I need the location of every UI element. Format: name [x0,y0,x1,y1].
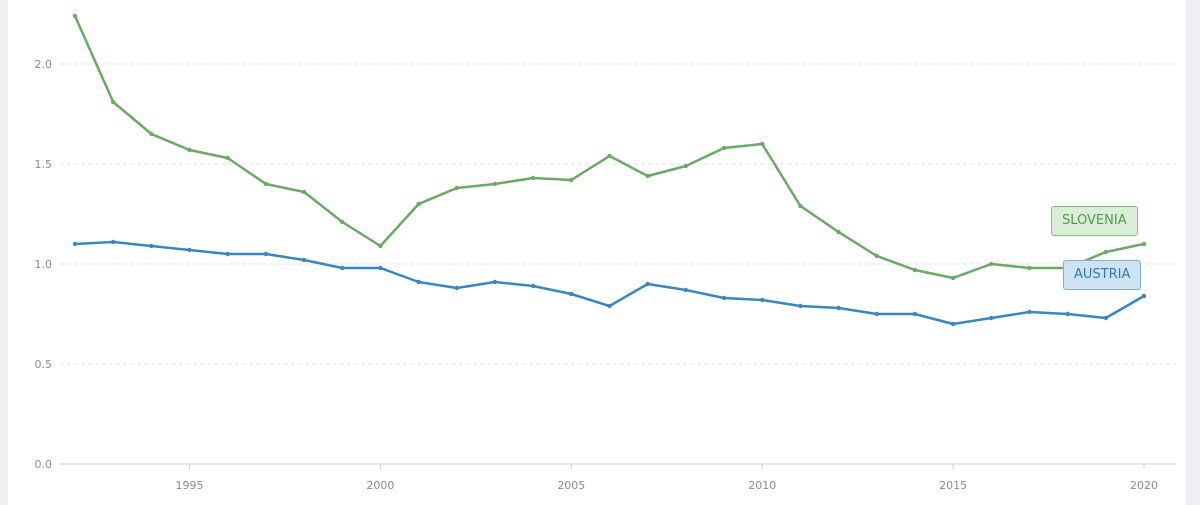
data-point-austria[interactable] [110,239,116,245]
data-point-austria[interactable] [760,297,765,303]
data-point-slovenia[interactable] [912,267,918,273]
data-point-slovenia[interactable] [1103,249,1109,255]
data-point-slovenia[interactable] [874,253,879,259]
data-point-austria[interactable] [340,265,345,271]
data-point-austria[interactable] [187,247,192,253]
grid-layer [60,63,1176,365]
data-point-austria[interactable] [530,283,536,289]
data-point-slovenia[interactable] [645,173,650,179]
data-point-austria[interactable] [836,305,841,311]
x-tick-label: 1995 [176,479,204,492]
data-point-austria[interactable] [301,257,307,263]
data-point-slovenia[interactable] [1027,265,1032,271]
data-point-slovenia[interactable] [607,153,612,159]
data-point-austria[interactable] [1141,293,1147,299]
data-point-slovenia[interactable] [989,261,994,267]
data-point-slovenia[interactable] [301,189,307,195]
data-point-austria[interactable] [569,291,574,297]
data-point-slovenia[interactable] [110,99,116,105]
data-point-austria[interactable] [989,315,994,321]
data-point-austria[interactable] [1065,311,1070,317]
data-point-slovenia[interactable] [378,243,383,249]
data-point-slovenia[interactable] [492,181,498,187]
x-tick-label: 2005 [557,479,585,492]
data-point-austria[interactable] [1027,309,1032,315]
legend-austria[interactable]: AUSTRIA [1063,260,1142,290]
data-point-austria[interactable] [263,251,269,257]
data-point-slovenia[interactable] [340,219,345,225]
y-tick-label: 0.5 [35,358,53,371]
data-point-austria[interactable] [798,303,803,309]
y-tick-label: 2.0 [35,58,53,71]
axis-layer: 0.0 0.5 1.0 1.5 2.0 1995 2000 2005 2010 2015 2020 [35,58,1176,492]
data-point-austria[interactable] [912,311,918,317]
data-point-slovenia[interactable] [836,229,841,235]
data-point-slovenia[interactable] [416,201,421,207]
data-point-austria[interactable] [874,311,879,317]
data-point-slovenia[interactable] [569,177,574,183]
y-tick-label: 1.5 [35,158,53,171]
data-point-slovenia[interactable] [721,145,727,151]
legend-slovenia[interactable]: SLOVENIA [1051,206,1138,236]
x-tick-label: 2000 [366,479,394,492]
chart-panel: 0.0 0.5 1.0 1.5 2.0 1995 2000 2005 2010 2015 2020 … [8,0,1186,505]
data-point-slovenia[interactable] [683,163,689,169]
data-point-slovenia[interactable] [187,147,192,153]
data-point-slovenia[interactable] [149,131,154,137]
data-point-slovenia[interactable] [72,13,78,19]
data-point-austria[interactable] [683,287,689,293]
data-point-slovenia[interactable] [950,275,956,281]
data-point-austria[interactable] [225,251,230,257]
data-point-austria[interactable] [721,295,727,301]
data-point-slovenia[interactable] [798,203,803,209]
data-point-austria[interactable] [1103,315,1109,321]
series-layer [72,13,1147,327]
x-tick-label: 2015 [939,479,967,492]
x-tick-label: 2010 [748,479,776,492]
data-point-austria[interactable] [378,265,383,271]
data-point-austria[interactable] [149,243,154,249]
data-point-slovenia[interactable] [1141,241,1147,247]
data-point-slovenia[interactable] [530,175,536,181]
data-point-slovenia[interactable] [454,185,459,191]
data-point-austria[interactable] [950,321,956,327]
data-point-austria[interactable] [645,281,650,287]
data-point-slovenia[interactable] [760,141,765,147]
series-line-austria[interactable] [74,240,1145,326]
data-point-slovenia[interactable] [263,181,269,187]
data-point-austria[interactable] [607,303,612,309]
data-point-slovenia[interactable] [225,155,230,161]
y-tick-label: 1.0 [35,258,53,271]
x-tick-label: 2020 [1130,479,1158,492]
data-point-austria[interactable] [454,285,459,291]
line-chart: 0.0 0.5 1.0 1.5 2.0 1995 2000 2005 2010 2015 2020 [35,13,1176,492]
series-line-slovenia[interactable] [73,15,1145,280]
data-point-austria[interactable] [72,241,78,247]
data-point-austria[interactable] [416,279,421,285]
data-point-austria[interactable] [492,279,498,285]
y-tick-label: 0.0 [35,458,53,471]
